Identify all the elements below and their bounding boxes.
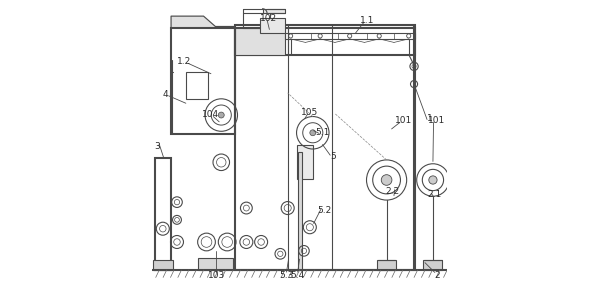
Text: 102: 102	[260, 14, 277, 23]
Text: 3: 3	[155, 142, 160, 150]
Text: 105: 105	[301, 108, 319, 117]
Bar	[285, 33, 415, 39]
Bar	[155, 158, 171, 270]
Text: 101: 101	[428, 117, 446, 125]
Bar	[243, 13, 270, 28]
Circle shape	[429, 176, 437, 184]
Bar	[298, 152, 302, 270]
Text: 5: 5	[330, 152, 335, 161]
Bar	[423, 260, 442, 270]
Text: 2.1: 2.1	[427, 190, 441, 199]
Text: 5.1: 5.1	[315, 128, 329, 137]
Bar	[235, 25, 415, 270]
Bar	[235, 28, 285, 55]
Text: 1: 1	[427, 114, 433, 122]
Text: 5.2: 5.2	[317, 206, 331, 215]
Bar	[153, 260, 173, 270]
Bar	[171, 28, 235, 134]
Text: 5.3: 5.3	[279, 271, 294, 280]
Text: 4: 4	[163, 90, 168, 99]
Circle shape	[218, 112, 224, 118]
Text: 101: 101	[395, 117, 412, 125]
Bar	[235, 28, 415, 55]
Bar	[198, 258, 233, 270]
Text: 2.2: 2.2	[385, 187, 400, 196]
Bar	[377, 260, 396, 270]
Circle shape	[382, 175, 392, 185]
Text: 2: 2	[434, 271, 440, 280]
Bar	[186, 72, 208, 99]
Bar	[259, 18, 285, 33]
Bar	[297, 145, 313, 179]
Polygon shape	[171, 16, 235, 28]
Bar	[262, 9, 285, 13]
Text: 103: 103	[208, 271, 225, 280]
Text: 5.4: 5.4	[291, 271, 305, 280]
Text: 1.2: 1.2	[177, 58, 191, 66]
Text: 1.1: 1.1	[360, 16, 374, 25]
Text: 104: 104	[202, 110, 219, 119]
Circle shape	[310, 130, 316, 136]
